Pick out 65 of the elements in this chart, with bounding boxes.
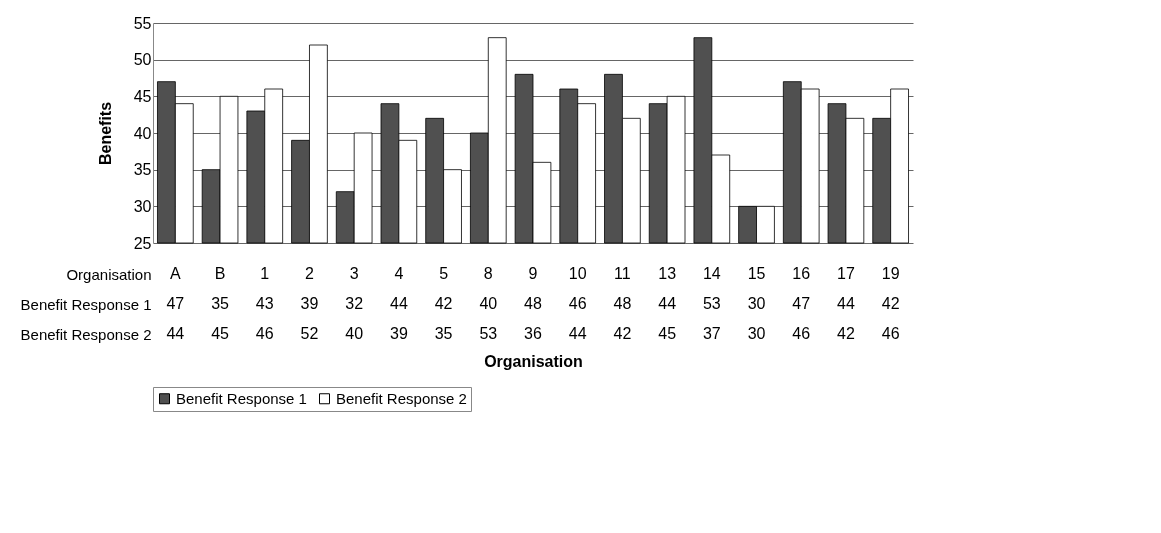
data-label: 36	[524, 325, 542, 342]
y-tick-label: 30	[133, 197, 152, 215]
data-label: 30	[747, 295, 766, 312]
x-tick-label: 9	[528, 265, 538, 282]
data-label: 47	[792, 295, 811, 312]
x-tick-label: 3	[349, 265, 359, 282]
data-label: 37	[702, 325, 721, 342]
data-label: 46	[881, 325, 900, 342]
data-label: 45	[211, 325, 230, 342]
x-tick-label: 2	[305, 265, 315, 282]
data-label: 46	[568, 295, 587, 312]
y-axis-title: Benefits	[96, 101, 114, 166]
x-tick-label: 13	[658, 265, 677, 282]
data-label: 40	[479, 295, 498, 312]
x-tick-label: 16	[792, 265, 811, 282]
x-axis-title: Organisation	[484, 352, 583, 370]
data-label: 44	[166, 325, 185, 342]
data-label: 47	[166, 295, 185, 312]
x-tick-label: 4	[394, 265, 404, 282]
x-tick-label: B	[214, 265, 226, 282]
x-tick-label: 11	[614, 265, 631, 282]
x-tick-label: 1	[260, 265, 270, 282]
data-label: 44	[658, 295, 677, 312]
data-label: 35	[434, 325, 453, 342]
data-label: 44	[837, 295, 855, 312]
x-tick-label: 10	[568, 265, 587, 282]
data-label: 44	[568, 325, 587, 342]
data-label: 46	[255, 325, 274, 342]
data-label: 42	[434, 295, 453, 312]
x-tick-label: 17	[837, 265, 855, 282]
y-tick-label: 55	[133, 14, 152, 32]
x-tick-label: 19	[881, 265, 900, 282]
data-label: 48	[524, 295, 542, 312]
data-label: 42	[613, 325, 632, 342]
data-label: 52	[300, 325, 319, 342]
legend-label: Benefit Response 2	[336, 389, 467, 407]
data-label: 40	[345, 325, 364, 342]
data-label: 43	[255, 295, 274, 312]
data-label: 30	[747, 325, 766, 342]
data-label: 53	[702, 295, 721, 312]
data-label: 42	[837, 325, 855, 342]
x-tick-label: 15	[747, 265, 766, 282]
y-tick-label: 50	[133, 51, 152, 69]
y-tick-label: 25	[133, 234, 152, 252]
text: Benefit Response 2	[20, 325, 152, 343]
data-label: 42	[881, 295, 900, 312]
text: Organisation	[66, 265, 152, 283]
legend-label: Benefit Response 1	[176, 389, 307, 407]
y-tick-label: 45	[133, 87, 152, 105]
data-label: 48	[613, 295, 632, 312]
data-label: 53	[479, 325, 498, 342]
x-tick-label: A	[170, 265, 182, 282]
x-tick-label: 5	[439, 265, 449, 282]
data-label: 44	[389, 295, 408, 312]
data-label: 32	[345, 295, 364, 312]
data-label: 35	[211, 295, 230, 312]
x-tick-label: 14	[702, 265, 721, 282]
data-label: 45	[658, 325, 677, 342]
y-tick-label: 40	[133, 124, 152, 142]
x-tick-label: 8	[483, 265, 493, 282]
text: Benefit Response 1	[20, 295, 152, 313]
data-label: 39	[389, 325, 408, 342]
y-tick-label: 35	[133, 161, 152, 179]
data-label: 39	[300, 295, 319, 312]
data-label: 46	[792, 325, 811, 342]
